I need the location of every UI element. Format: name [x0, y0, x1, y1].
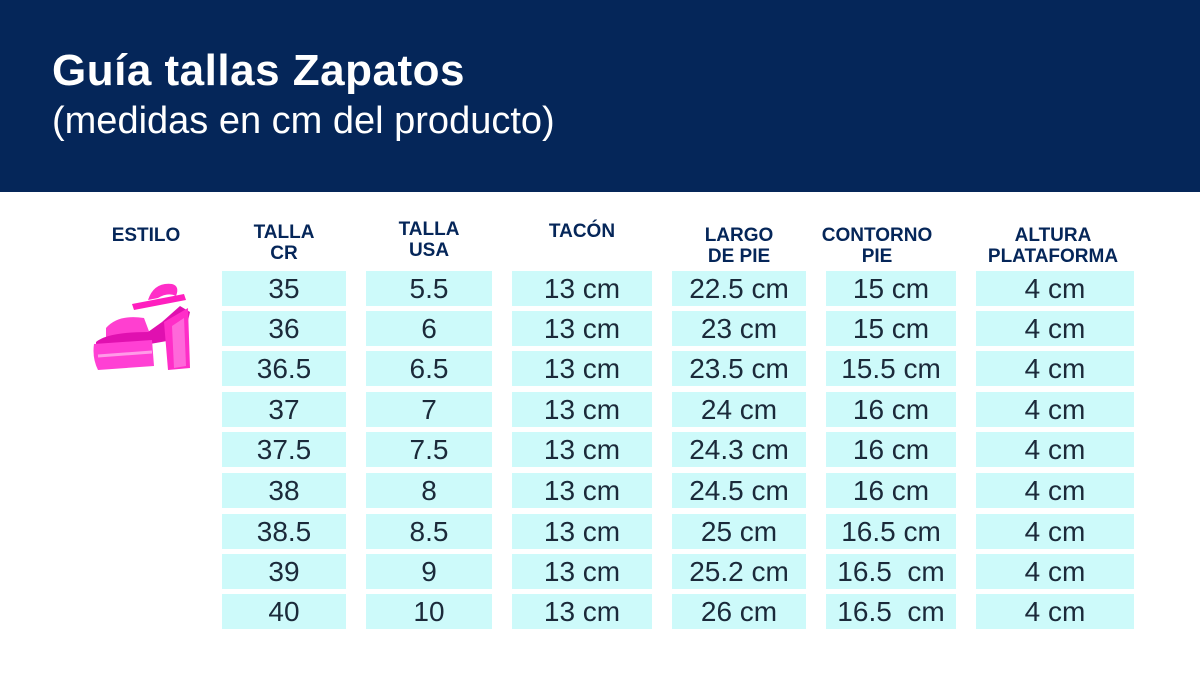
table-cell-contorno-pie: 16.5 cm	[826, 514, 956, 549]
column-header-talla-cr-line2: CR	[270, 243, 298, 264]
table-cell-contorno-pie: 15 cm	[826, 271, 956, 306]
table-cell-talla-usa: 8.5	[366, 514, 492, 549]
column-header-talla-usa-line2: USA	[408, 240, 450, 261]
column-header-altura-plataforma: ALTURA PLATAFORMA	[972, 225, 1134, 267]
column-header-talla-cr-line1: TALLA	[253, 222, 315, 243]
table-cell-talla-usa: 5.5	[366, 271, 492, 306]
table-cell-talla-cr: 37.5	[222, 432, 346, 467]
table-cell-largo-pie: 24.5 cm	[672, 473, 806, 508]
table-cell-talla-cr: 35	[222, 271, 346, 306]
table-cell-talla-usa: 9	[366, 554, 492, 589]
column-header-talla-usa: TALLA USA	[366, 219, 492, 261]
table-cell-altura-plataforma: 4 cm	[976, 554, 1134, 589]
column-header-altura-plataforma-line2: PLATAFORMA	[987, 246, 1119, 267]
table-cell-tacon: 13 cm	[512, 514, 652, 549]
table-cell-tacon: 13 cm	[512, 554, 652, 589]
table-cell-altura-plataforma: 4 cm	[976, 432, 1134, 467]
table-cell-altura-plataforma: 4 cm	[976, 351, 1134, 386]
column-header-estilo: ESTILO	[103, 225, 189, 246]
table-cell-altura-plataforma: 4 cm	[976, 473, 1134, 508]
table-cell-contorno-pie: 16 cm	[826, 432, 956, 467]
table-cell-talla-cr: 40	[222, 594, 346, 629]
column-header-contorno-pie-line1: CONTORNO	[821, 225, 933, 246]
table-cell-talla-usa: 7	[366, 392, 492, 427]
column-header-tacon: TACÓN	[512, 221, 652, 242]
table-cell-contorno-pie: 16.5 cm	[826, 554, 956, 589]
table-cell-talla-usa: 6.5	[366, 351, 492, 386]
table-cell-altura-plataforma: 4 cm	[976, 594, 1134, 629]
table-cell-talla-cr: 39	[222, 554, 346, 589]
table-cell-tacon: 13 cm	[512, 271, 652, 306]
table-cell-talla-cr: 38	[222, 473, 346, 508]
column-header-talla-cr: TALLA CR	[222, 222, 346, 264]
column-header-largo-pie: LARGO DE PIE	[672, 225, 806, 267]
column-header-contorno-pie-line2: PIE	[861, 246, 893, 267]
table-cell-tacon: 13 cm	[512, 594, 652, 629]
table-cell-altura-plataforma: 4 cm	[976, 392, 1134, 427]
column-header-altura-plataforma-line1: ALTURA	[1014, 225, 1092, 246]
table-cell-tacon: 13 cm	[512, 473, 652, 508]
table-cell-largo-pie: 23.5 cm	[672, 351, 806, 386]
table-cell-talla-cr: 36.5	[222, 351, 346, 386]
page-subtitle: (medidas en cm del producto)	[52, 100, 555, 142]
pink-platform-sandal-icon	[93, 283, 190, 370]
table-cell-altura-plataforma: 4 cm	[976, 311, 1134, 346]
table-cell-contorno-pie: 16.5 cm	[826, 594, 956, 629]
column-header-largo-pie-line1: LARGO	[704, 225, 774, 246]
column-header-talla-usa-line1: TALLA	[398, 219, 460, 240]
column-header-largo-pie-line2: DE PIE	[707, 246, 771, 267]
column-header-estilo-label: ESTILO	[111, 225, 181, 246]
column-header-tacon-label: TACÓN	[548, 221, 616, 242]
table-cell-largo-pie: 25 cm	[672, 514, 806, 549]
table-cell-talla-usa: 7.5	[366, 432, 492, 467]
header-banner: Guía tallas Zapatos (medidas en cm del p…	[0, 0, 1200, 192]
table-cell-tacon: 13 cm	[512, 432, 652, 467]
table-cell-tacon: 13 cm	[512, 392, 652, 427]
table-cell-contorno-pie: 15 cm	[826, 311, 956, 346]
table-cell-talla-cr: 38.5	[222, 514, 346, 549]
column-header-contorno-pie: CONTORNO PIE	[808, 225, 946, 267]
table-cell-largo-pie: 23 cm	[672, 311, 806, 346]
table-cell-largo-pie: 22.5 cm	[672, 271, 806, 306]
table-cell-talla-usa: 6	[366, 311, 492, 346]
table-cell-tacon: 13 cm	[512, 351, 652, 386]
table-cell-talla-usa: 8	[366, 473, 492, 508]
table-cell-tacon: 13 cm	[512, 311, 652, 346]
table-cell-largo-pie: 24 cm	[672, 392, 806, 427]
table-cell-talla-usa: 10	[366, 594, 492, 629]
table-cell-largo-pie: 25.2 cm	[672, 554, 806, 589]
table-cell-altura-plataforma: 4 cm	[976, 271, 1134, 306]
table-cell-largo-pie: 26 cm	[672, 594, 806, 629]
table-cell-contorno-pie: 15.5 cm	[826, 351, 956, 386]
table-cell-talla-cr: 36	[222, 311, 346, 346]
table-cell-contorno-pie: 16 cm	[826, 392, 956, 427]
table-cell-altura-plataforma: 4 cm	[976, 514, 1134, 549]
table-cell-talla-cr: 37	[222, 392, 346, 427]
page-title: Guía tallas Zapatos	[52, 46, 465, 95]
table-cell-contorno-pie: 16 cm	[826, 473, 956, 508]
table-cell-largo-pie: 24.3 cm	[672, 432, 806, 467]
